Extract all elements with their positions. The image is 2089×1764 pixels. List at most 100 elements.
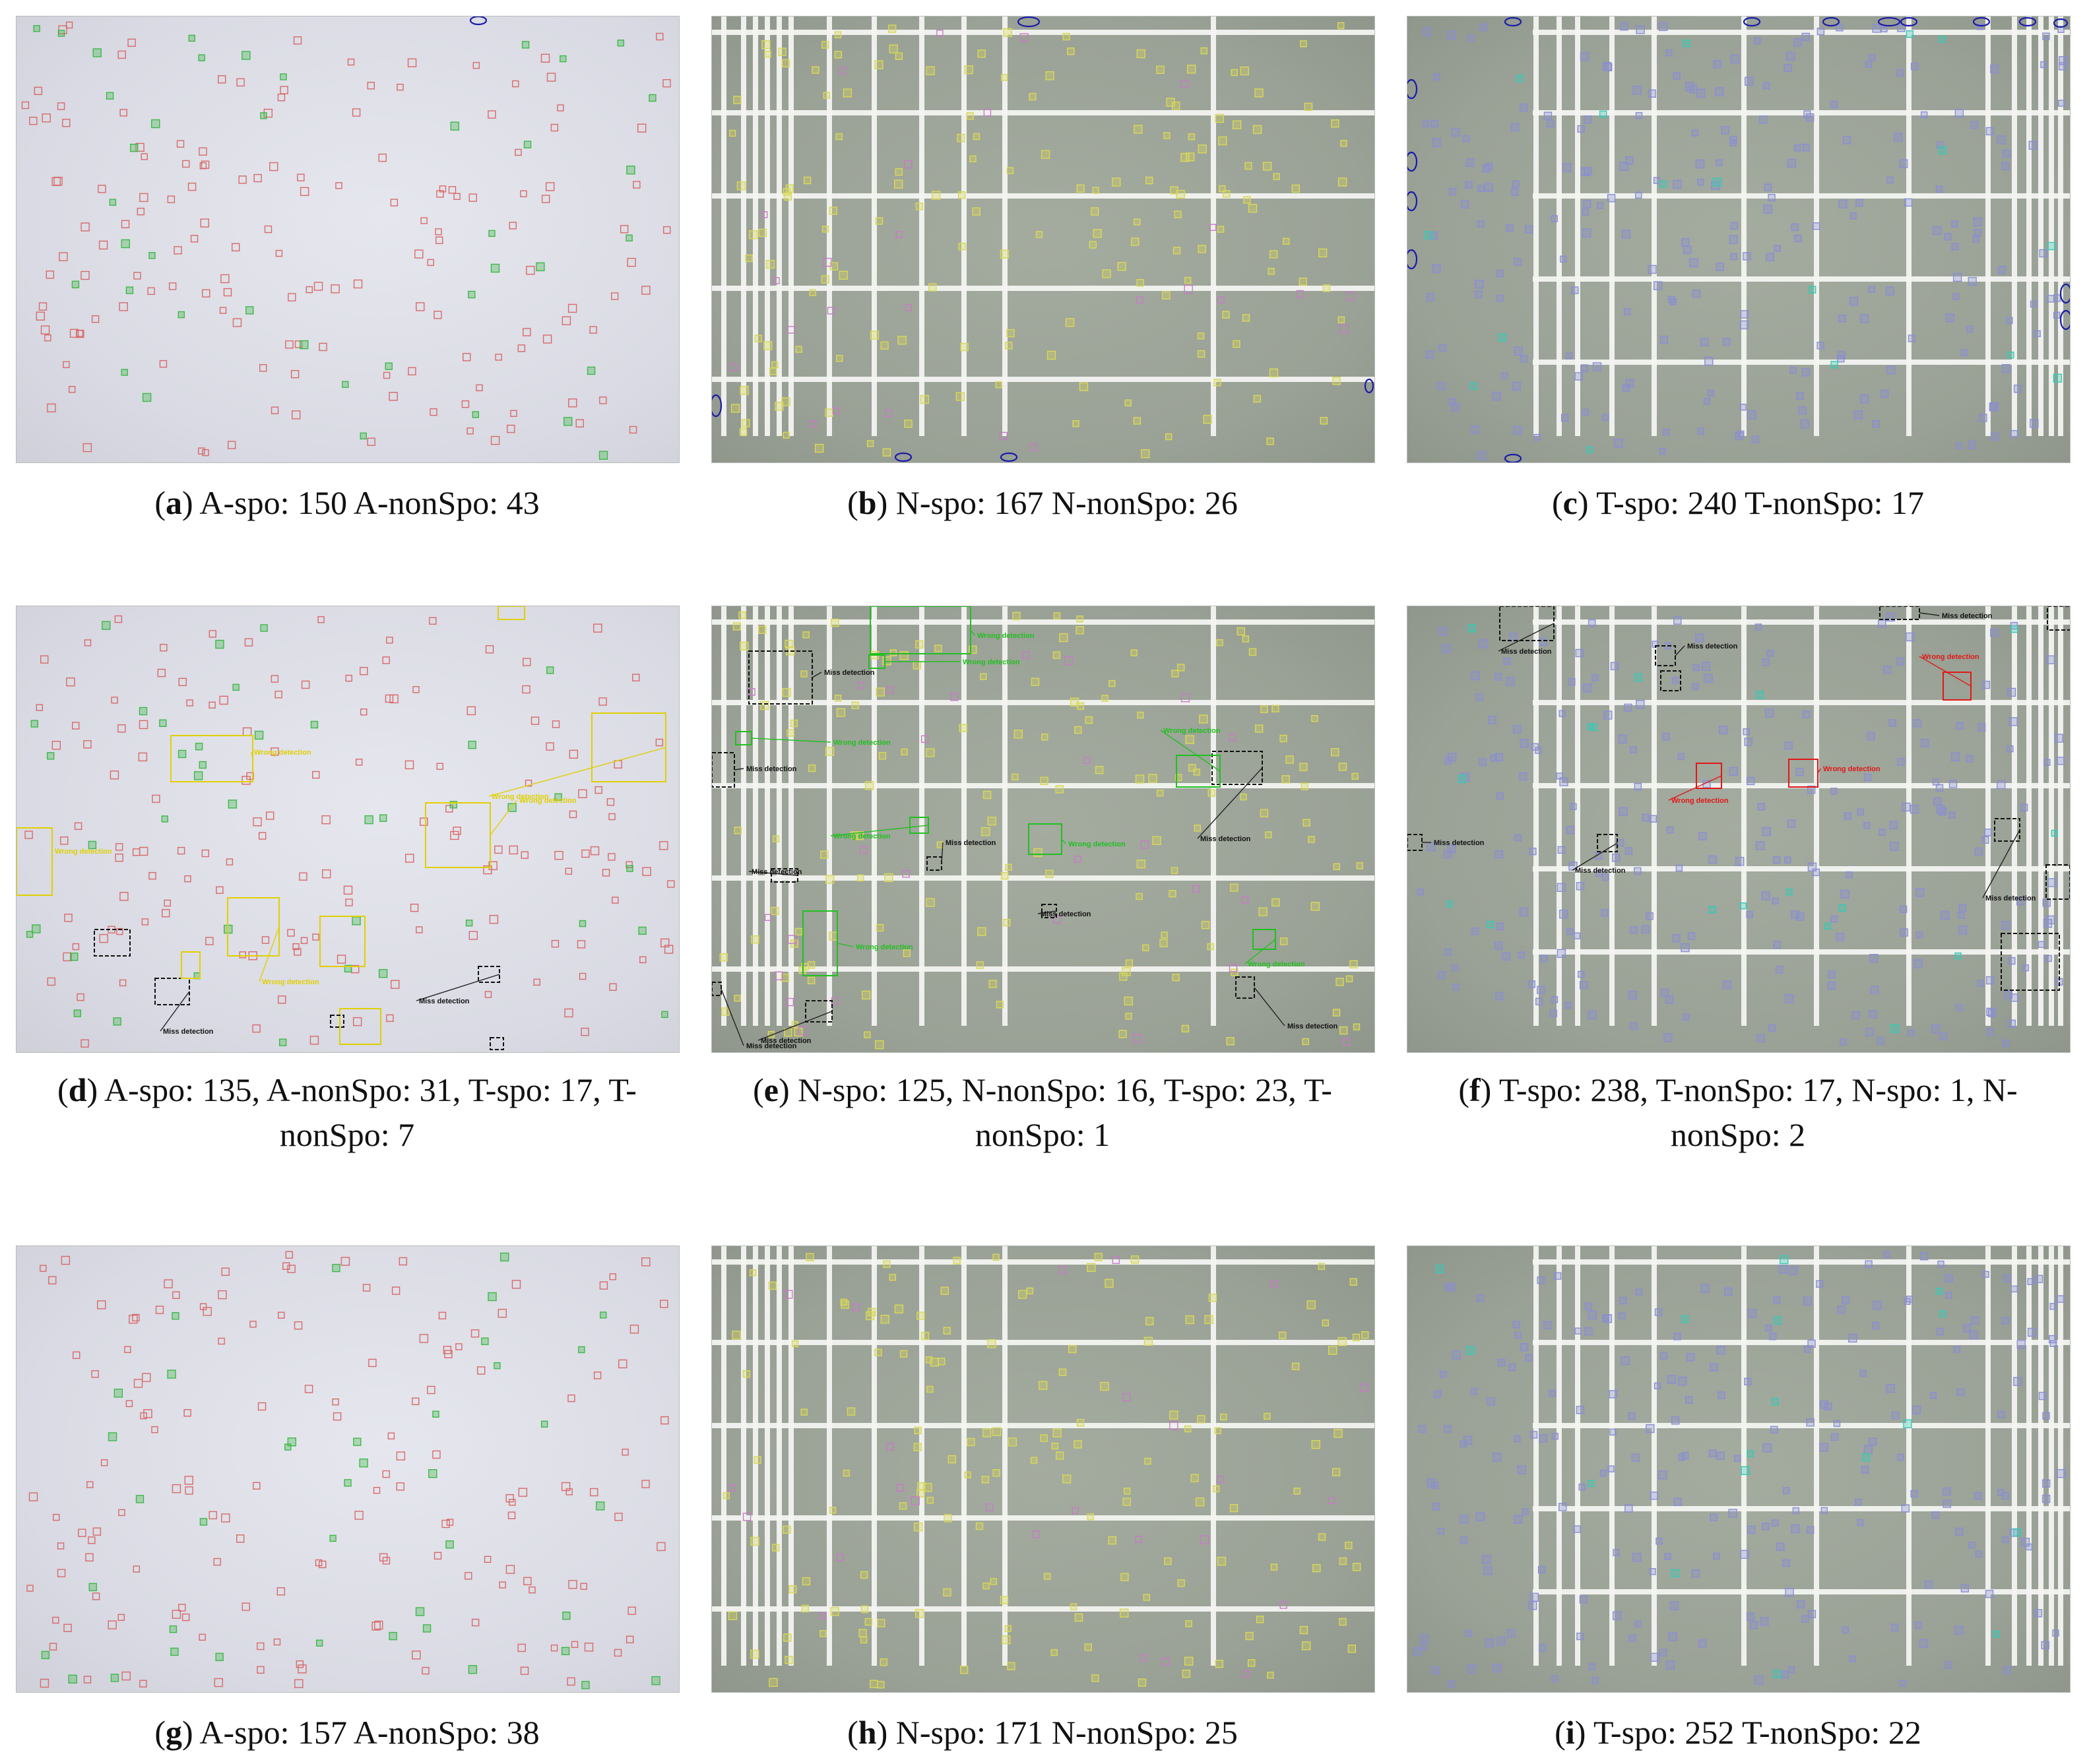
- detection-boxes: [26, 621, 668, 1046]
- detection-annotation: Miss detection: [1037, 904, 1091, 918]
- detection-boxes: [1435, 1255, 2022, 1679]
- detection-boxes: [728, 1256, 1369, 1678]
- detection-annotation: Wrong detection: [830, 817, 929, 840]
- detection-annotation: Miss detection: [1572, 834, 1626, 875]
- detection-annotation: Miss detection: [748, 868, 802, 883]
- detection-annotation: Miss detection: [1655, 643, 1738, 666]
- detection-annotation: Wrong detection: [1160, 727, 1221, 788]
- detection-annotation: Wrong detection: [488, 712, 666, 801]
- svg-text:Miss detection: Miss detection: [1200, 835, 1251, 843]
- panel-b-image: [711, 16, 1375, 463]
- detection-annotation: Miss detection: [757, 1000, 833, 1045]
- detection-boxes: [728, 22, 1347, 458]
- svg-text:Wrong detection: Wrong detection: [262, 978, 319, 986]
- caption-d: (d) A-spo: 135, A-nonSpo: 31, T-spo: 17,…: [57, 1071, 637, 1153]
- panel-e-image: Miss detection Wrong detection Miss detect…: [711, 606, 1375, 1053]
- grid-lines: [712, 16, 1374, 436]
- detection-annotation: Wrong detection: [1919, 653, 1979, 701]
- svg-text:Wrong detection: Wrong detection: [963, 658, 1020, 666]
- detection-boxes: [26, 1251, 669, 1688]
- caption-b: (b) N-spo: 167 N-nonSpo: 26: [847, 484, 1238, 521]
- svg-text:Wrong detection: Wrong detection: [254, 749, 311, 757]
- excluded-region-markers: [469, 16, 488, 26]
- detection-annotation: Miss detection: [1407, 834, 1485, 851]
- svg-text:Miss detection: Miss detection: [746, 765, 797, 773]
- panel-a-image: [16, 16, 680, 463]
- svg-text:Wrong detection: Wrong detection: [55, 848, 112, 856]
- svg-text:Miss detection: Miss detection: [1287, 1023, 1338, 1030]
- excluded-region-markers: [1407, 16, 2070, 462]
- svg-text:Miss detection: Miss detection: [824, 669, 875, 677]
- detection-annotation: Miss detection: [712, 752, 797, 788]
- detection-annotation: Miss detection: [416, 966, 500, 1005]
- svg-text:Miss detection: Miss detection: [1434, 839, 1485, 847]
- detection-boxes: [33, 25, 657, 460]
- svg-text:Wrong detection: Wrong detection: [833, 833, 891, 840]
- detection-boxes: [1424, 30, 2063, 454]
- svg-text:Miss detection: Miss detection: [1687, 643, 1738, 650]
- grid-lines: [1533, 16, 2070, 436]
- detection-annotation: Miss detection: [1498, 606, 1555, 656]
- caption-i: (i) T-spo: 252 T-nonSpo: 22: [1555, 1714, 1921, 1751]
- detection-annotation: Wrong detection: [1668, 763, 1729, 805]
- detection-boxes: [1417, 612, 2065, 1048]
- detection-boxes: [719, 611, 1364, 1050]
- svg-text:Miss detection: Miss detection: [752, 868, 802, 876]
- svg-text:Miss detection: Miss detection: [1575, 867, 1626, 875]
- detection-annotation: Miss detection: [154, 978, 214, 1036]
- detection-boxes: [21, 21, 671, 457]
- detection-annotation: Miss detection: [1982, 818, 2036, 902]
- svg-text:Miss detection: Miss detection: [1501, 648, 1552, 656]
- detection-boxes: [1422, 22, 2068, 460]
- svg-text:Miss detection: Miss detection: [419, 997, 470, 1005]
- svg-text:Wrong detection: Wrong detection: [519, 797, 577, 805]
- svg-text:Wrong detection: Wrong detection: [1248, 961, 1305, 968]
- detection-annotation: Miss detection: [712, 982, 797, 1050]
- svg-text:Wrong detection: Wrong detection: [833, 739, 891, 747]
- svg-text:Wrong detection: Wrong detection: [1163, 727, 1221, 735]
- svg-text:Wrong detection: Wrong detection: [1823, 765, 1880, 773]
- svg-text:Wrong detection: Wrong detection: [1068, 840, 1126, 848]
- detection-annotation: Wrong detection: [227, 897, 319, 986]
- panel-f-image: Miss detection Miss detection Miss detecti…: [1407, 606, 2071, 1053]
- panel-d-image: Wrong detection Wrong detection Wrong dete…: [16, 606, 680, 1053]
- svg-text:Miss detection: Miss detection: [1985, 895, 2036, 902]
- detection-annotation: Wrong detection: [1244, 929, 1305, 968]
- svg-text:Miss detection: Miss detection: [746, 1042, 797, 1050]
- detection-annotation: Miss detection: [748, 650, 875, 705]
- svg-text:Wrong detection: Wrong detection: [492, 793, 549, 801]
- svg-text:Miss detection: Miss detection: [163, 1028, 214, 1036]
- panel-c-image: [1407, 16, 2071, 463]
- caption-h: (h) N-spo: 171 N-nonSpo: 25: [847, 1714, 1238, 1751]
- detection-annotation: Wrong detection: [425, 797, 577, 868]
- detection-annotation: Wrong detection: [1028, 823, 1126, 855]
- caption-a: (a) A-spo: 150 A-nonSpo: 43: [154, 484, 540, 521]
- caption-e: (e) N-spo: 125, N-nonSpo: 16, T-spo: 23,…: [753, 1071, 1332, 1153]
- detection-annotation: Wrong detection: [735, 731, 891, 747]
- detection-annotation: Miss detection: [1197, 751, 1263, 843]
- detection-annotation: Wrong detection: [16, 827, 112, 896]
- svg-text:Wrong detection: Wrong detection: [1671, 797, 1729, 805]
- panel-g-image: [16, 1245, 680, 1693]
- svg-text:Miss detection: Miss detection: [946, 839, 996, 847]
- grid-lines: [1533, 1246, 2070, 1666]
- detection-annotation: Miss detection: [926, 839, 996, 871]
- detection-annotation: Wrong detection: [868, 654, 1020, 669]
- svg-text:Wrong detection: Wrong detection: [977, 632, 1035, 640]
- detection-annotation: Wrong detection: [1788, 759, 1880, 788]
- detection-boxes: [1413, 1251, 2066, 1688]
- detection-annotation: Miss detection: [1235, 976, 1338, 1030]
- grid-lines: [712, 606, 1374, 1026]
- svg-text:Miss detection: Miss detection: [1041, 910, 1091, 918]
- detection-boxes: [1446, 624, 2058, 1033]
- detection-boxes: [24, 615, 675, 1048]
- grid-lines: [712, 1246, 1374, 1666]
- svg-text:Miss detection: Miss detection: [761, 1037, 812, 1045]
- excluded-region-markers: [712, 16, 1374, 462]
- detection-annotation: Wrong detection: [802, 910, 913, 976]
- caption-g: (g) A-spo: 157 A-nonSpo: 38: [154, 1714, 540, 1751]
- panel-i-image: [1407, 1245, 2071, 1693]
- detection-annotation: Wrong detection: [170, 735, 311, 782]
- detection-boxes: [41, 1252, 660, 1689]
- svg-text:Wrong detection: Wrong detection: [1922, 653, 1979, 661]
